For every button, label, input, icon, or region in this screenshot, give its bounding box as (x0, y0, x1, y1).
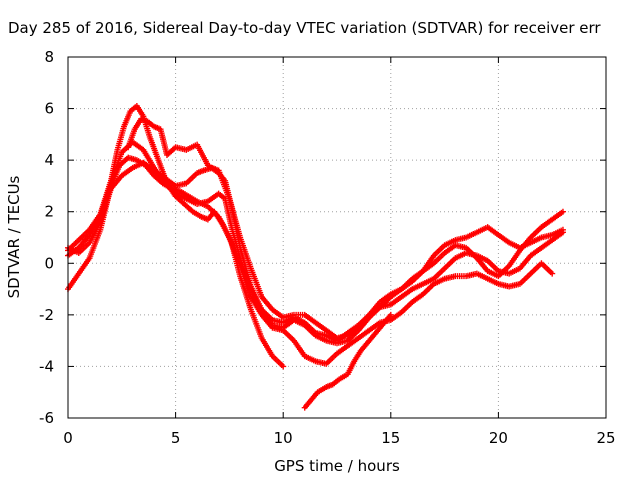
data-point (559, 226, 566, 233)
x-tick-label: 20 (489, 429, 508, 447)
x-axis-label: GPS time / hours (274, 457, 400, 475)
x-axis: 0 5 10 15 20 25 (63, 57, 616, 447)
series-6 (301, 311, 394, 411)
series-4 (65, 154, 556, 367)
x-tick-label: 5 (171, 429, 181, 447)
y-tick-label: 8 (44, 48, 54, 66)
y-axis-label: SDTVAR / TECUs (5, 175, 23, 298)
y-tick-label: -4 (39, 357, 54, 375)
y-tick-label: 0 (44, 254, 54, 272)
chart-title: Day 285 of 2016, Sidereal Day-to-day VTE… (8, 19, 601, 37)
data-point (549, 270, 556, 277)
x-tick-label: 0 (63, 429, 73, 447)
data-point (280, 363, 287, 370)
y-tick-label: -2 (39, 306, 54, 324)
x-tick-label: 15 (381, 429, 400, 447)
gridlines (68, 57, 606, 418)
series-3 (65, 159, 566, 342)
y-axis: -6 -4 -2 0 2 4 6 8 (39, 48, 606, 427)
plot-frame (67, 56, 607, 419)
x-tick-label: 25 (596, 429, 615, 447)
data-point (559, 208, 566, 215)
data-point (387, 311, 394, 318)
y-tick-label: 4 (44, 151, 54, 169)
series-5 (125, 115, 566, 344)
x-tick-label: 10 (274, 429, 293, 447)
y-tick-label: 2 (44, 203, 54, 221)
data-marks (65, 102, 566, 411)
y-tick-label: 6 (44, 100, 54, 118)
y-tick-label: -6 (39, 409, 54, 427)
